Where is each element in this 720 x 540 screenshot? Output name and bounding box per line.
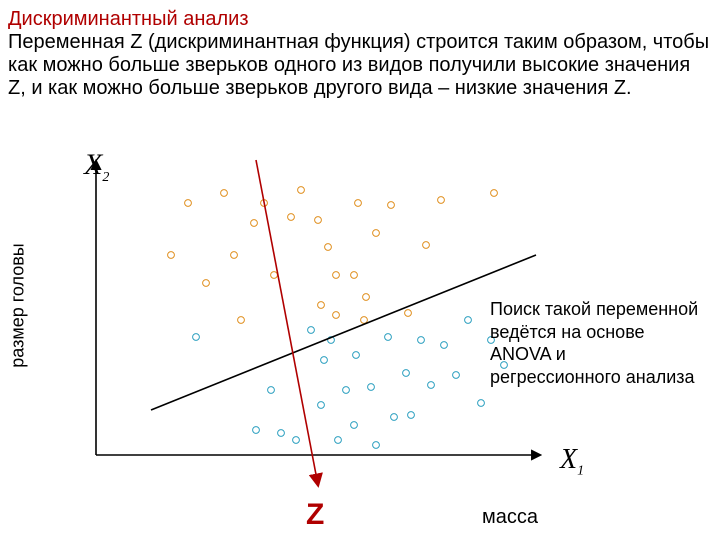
axis-x1-label: X1 bbox=[560, 444, 584, 480]
y-axis-label: размер головы bbox=[8, 243, 29, 367]
text-block: Дискриминантный анализ Переменная Z (дис… bbox=[8, 8, 712, 100]
z-axis-label: Z bbox=[306, 498, 324, 532]
page-title: Дискриминантный анализ bbox=[8, 8, 712, 31]
body-paragraph: Переменная Z (дискриминантная функция) с… bbox=[8, 31, 712, 100]
y-axis-label-wrap: размер головы bbox=[4, 205, 32, 405]
x-axis-label: масса bbox=[482, 506, 538, 529]
annotation-text: Поиск такой переменной ведётся на основе… bbox=[490, 298, 700, 388]
page-root: Дискриминантный анализ Переменная Z (дис… bbox=[0, 0, 720, 540]
